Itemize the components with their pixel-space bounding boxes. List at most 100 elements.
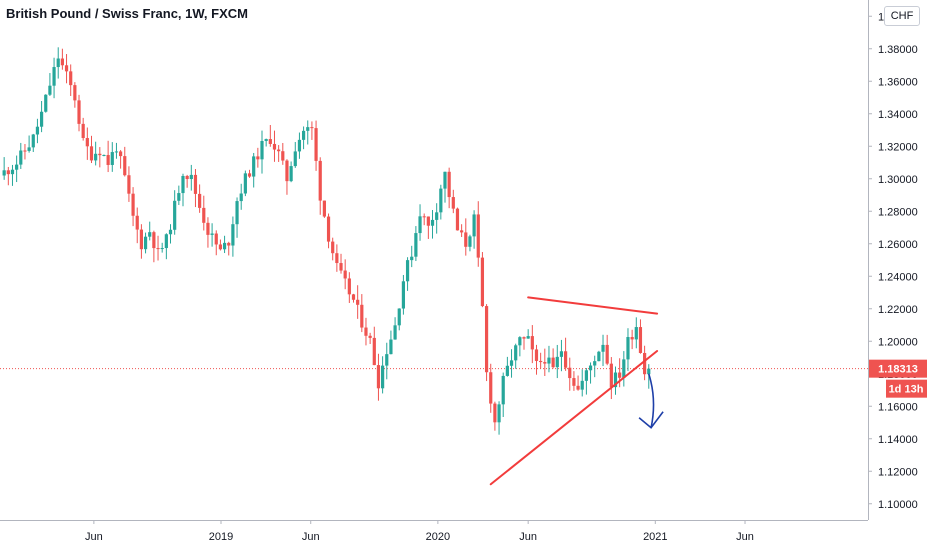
candle-body[interactable] [539,360,543,363]
candle-body[interactable] [256,156,260,160]
candle-body[interactable] [555,356,559,368]
candle-body[interactable] [123,156,127,176]
candle-body[interactable] [52,67,56,86]
candle-body[interactable] [476,214,480,258]
breakdown-arrow[interactable] [648,373,655,428]
candle-body[interactable] [543,362,547,364]
candle-body[interactable] [119,151,123,157]
candle-body[interactable] [547,357,551,364]
candle-body[interactable] [609,363,613,388]
candle-body[interactable] [231,224,235,246]
candle-body[interactable] [385,354,389,366]
candle-body[interactable] [35,126,40,135]
candle-body[interactable] [397,308,401,326]
candle-body[interactable] [464,232,468,247]
candle-body[interactable] [310,127,314,129]
candle-body[interactable] [638,327,643,353]
candle-body[interactable] [264,139,268,141]
candle-body[interactable] [647,368,651,375]
candle-body[interactable] [551,357,555,368]
candle-body[interactable] [210,233,214,235]
candle-body[interactable] [563,351,568,368]
candle-body[interactable] [601,344,605,352]
candle-body[interactable] [297,139,302,152]
candle-body[interactable] [64,65,69,72]
candle-body[interactable] [530,336,534,350]
candle-body[interactable] [439,188,443,213]
candle-body[interactable] [410,256,414,261]
candle-body[interactable] [618,372,622,378]
candle-body[interactable] [85,138,89,147]
upper-triangle-line[interactable] [527,296,659,315]
candle-body[interactable] [389,339,393,355]
candle-body[interactable] [514,345,518,361]
candle-body[interactable] [98,153,102,156]
candle-body[interactable] [152,232,156,249]
candle-body[interactable] [576,385,580,390]
candle-body[interactable] [185,175,189,180]
candle-body[interactable] [168,229,173,235]
candle-body[interactable] [268,139,272,144]
candle-body[interactable] [343,270,347,279]
candle-body[interactable] [131,193,135,216]
candle-body[interactable] [405,260,410,282]
candle-body[interactable] [493,403,497,423]
candle-body[interactable] [110,152,114,165]
candle-body[interactable] [218,244,223,250]
currency-button[interactable]: CHF [884,6,920,26]
candle-body[interactable] [177,193,181,201]
candle-body[interactable] [435,212,439,220]
candle-body[interactable] [114,151,119,153]
candle-body[interactable] [568,367,572,379]
candle-body[interactable] [19,150,23,165]
candle-body[interactable] [318,160,322,201]
candle-body[interactable] [235,201,239,225]
candle-body[interactable] [572,378,576,386]
candle-body[interactable] [106,154,110,165]
candle-body[interactable] [272,143,277,150]
candle-body[interactable] [455,208,460,231]
candle-body[interactable] [306,127,310,131]
candle-body[interactable] [60,58,64,66]
candle-body[interactable] [613,372,618,388]
candle-body[interactable] [289,166,293,182]
candle-body[interactable] [23,150,27,152]
candle-body[interactable] [518,337,522,346]
candle-body[interactable] [443,171,447,189]
candle-body[interactable] [48,85,52,95]
candle-body[interactable] [77,100,81,124]
candle-body[interactable] [605,344,609,364]
candle-body[interactable] [89,146,94,161]
candle-body[interactable] [135,215,139,230]
candle-body[interactable] [626,337,630,360]
candle-body[interactable] [139,229,143,250]
candle-body[interactable] [143,236,148,250]
candle-body[interactable] [460,230,464,233]
candle-body[interactable] [422,216,426,218]
candle-body[interactable] [160,248,164,250]
candle-body[interactable] [480,257,485,307]
candle-body[interactable] [559,351,564,357]
candle-body[interactable] [447,171,451,198]
candle-body[interactable] [364,327,368,336]
candle-body[interactable] [260,140,264,160]
candle-body[interactable] [497,404,501,423]
candle-body[interactable] [522,337,526,339]
candle-body[interactable] [281,151,285,161]
candle-body[interactable] [277,149,281,152]
candle-body[interactable] [148,232,152,237]
candle-body[interactable] [372,337,376,366]
candle-body[interactable] [376,365,381,389]
candle-body[interactable] [252,156,256,177]
candle-body[interactable] [73,85,77,101]
candle-body[interactable] [127,175,131,194]
candle-body[interactable] [368,335,372,338]
candle-body[interactable] [593,361,597,366]
candle-body[interactable] [580,380,584,390]
candle-body[interactable] [331,241,335,254]
candle-body[interactable] [401,281,406,309]
candle-body[interactable] [189,174,193,180]
candle-body[interactable] [643,352,647,375]
candle-body[interactable] [326,216,331,242]
